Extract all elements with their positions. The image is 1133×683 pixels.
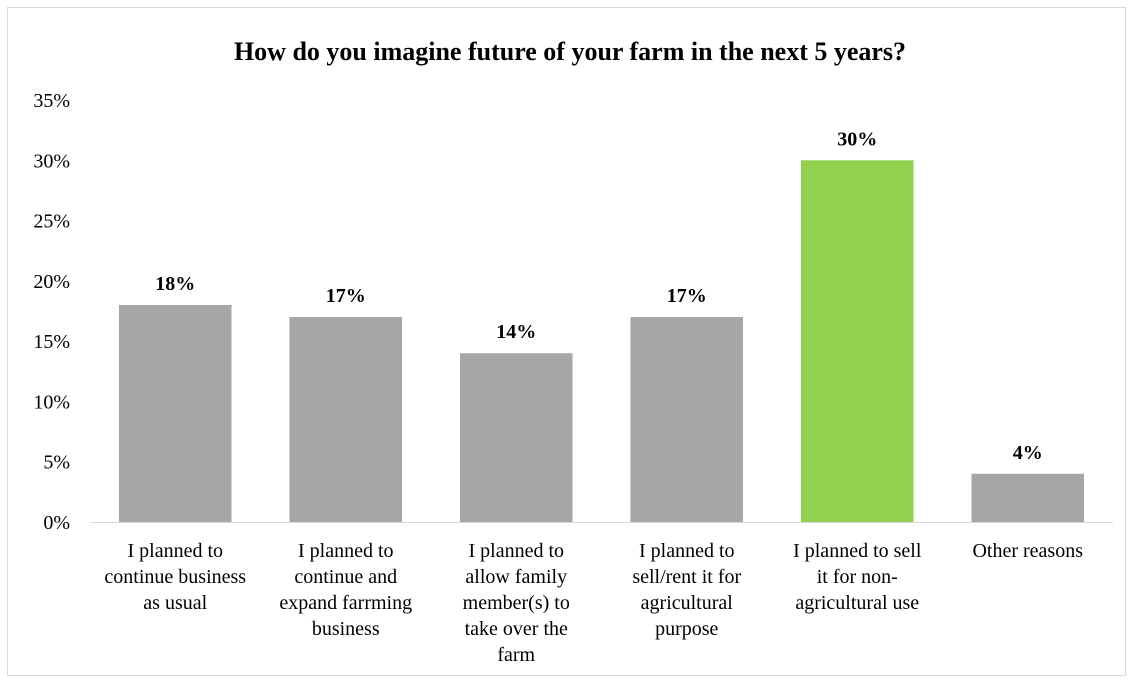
x-tick-label: I planned to (468, 540, 564, 562)
data-label: 17% (667, 285, 707, 307)
x-tick-label: sell/rent it for (632, 566, 741, 588)
bar (459, 353, 573, 522)
x-tick-label: allow family (465, 566, 567, 588)
x-tick-label: I planned to (639, 540, 735, 562)
x-tick-label: it for non- (817, 566, 898, 588)
x-axis: I planned to continue business as usual I p… (90, 522, 1113, 666)
bars (118, 160, 1085, 523)
y-tick-label: 35% (33, 90, 70, 112)
x-tick-label: I planned to sell (793, 540, 922, 562)
x-tick-label: I planned to (298, 540, 394, 562)
y-tick-label: 25% (33, 211, 70, 233)
y-tick-label: 30% (33, 150, 70, 172)
x-tick-label: agricultural (641, 592, 734, 614)
y-axis: 0% 5% 10% 15% 20% 25% 30% 35% (33, 90, 70, 534)
x-tick-label: agricultural use (795, 592, 919, 614)
data-label: 18% (155, 273, 195, 295)
data-label: 17% (326, 285, 366, 307)
bar (289, 317, 403, 522)
data-label: 4% (1013, 442, 1043, 464)
x-tick-label: as usual (143, 592, 207, 614)
y-tick-label: 15% (33, 331, 70, 353)
bar (630, 317, 744, 522)
y-tick-label: 20% (33, 271, 70, 293)
chart-frame (7, 7, 1126, 676)
chart-title: How do you imagine future of your farm i… (234, 37, 906, 66)
x-tick-label: business (312, 618, 380, 640)
x-tick-label: purpose (655, 618, 718, 640)
x-tick-label: expand farrming (279, 592, 412, 614)
y-tick-label: 10% (33, 391, 70, 413)
x-tick-label: farm (497, 644, 535, 666)
data-label: 30% (837, 128, 877, 150)
x-tick-label: continue business (104, 566, 246, 588)
y-tick-label: 5% (43, 452, 70, 474)
x-tick-label: take over the (465, 618, 568, 640)
x-tick-label: Other reasons (972, 540, 1083, 562)
x-tick-label: I planned to (127, 540, 223, 562)
data-label: 14% (496, 321, 536, 343)
x-tick-label: member(s) to (463, 592, 570, 614)
y-tick-label: 0% (43, 512, 70, 534)
x-tick-label: continue and (294, 566, 397, 588)
data-labels: 18% 17% 14% 17% 30% 4% (155, 128, 1043, 463)
bar (800, 160, 914, 523)
bar (971, 473, 1085, 522)
bar (118, 304, 232, 522)
